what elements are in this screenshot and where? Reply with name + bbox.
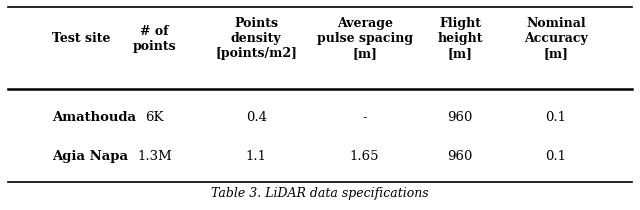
Text: Nominal
Accuracy
[m]: Nominal Accuracy [m] [524,17,588,60]
Text: Table 3. LiDAR data specifications: Table 3. LiDAR data specifications [211,187,429,200]
Text: 1.3M: 1.3M [137,150,172,163]
Text: 6K: 6K [145,111,164,124]
Text: Points
density
[points/m2]: Points density [points/m2] [215,17,297,60]
Text: 960: 960 [447,111,473,124]
Text: -: - [362,111,367,124]
Text: Amathouda: Amathouda [52,111,136,124]
Text: 960: 960 [447,150,473,163]
Text: 1.65: 1.65 [350,150,380,163]
Text: # of
points: # of points [132,25,176,53]
Text: 1.1: 1.1 [246,150,267,163]
Text: 0.4: 0.4 [246,111,267,124]
Text: Test site: Test site [52,32,111,45]
Text: Agia Napa: Agia Napa [52,150,129,163]
Text: 0.1: 0.1 [545,111,566,124]
Text: Flight
height
[m]: Flight height [m] [437,17,483,60]
Text: Average
pulse spacing
[m]: Average pulse spacing [m] [317,17,413,60]
Text: 0.1: 0.1 [545,150,566,163]
